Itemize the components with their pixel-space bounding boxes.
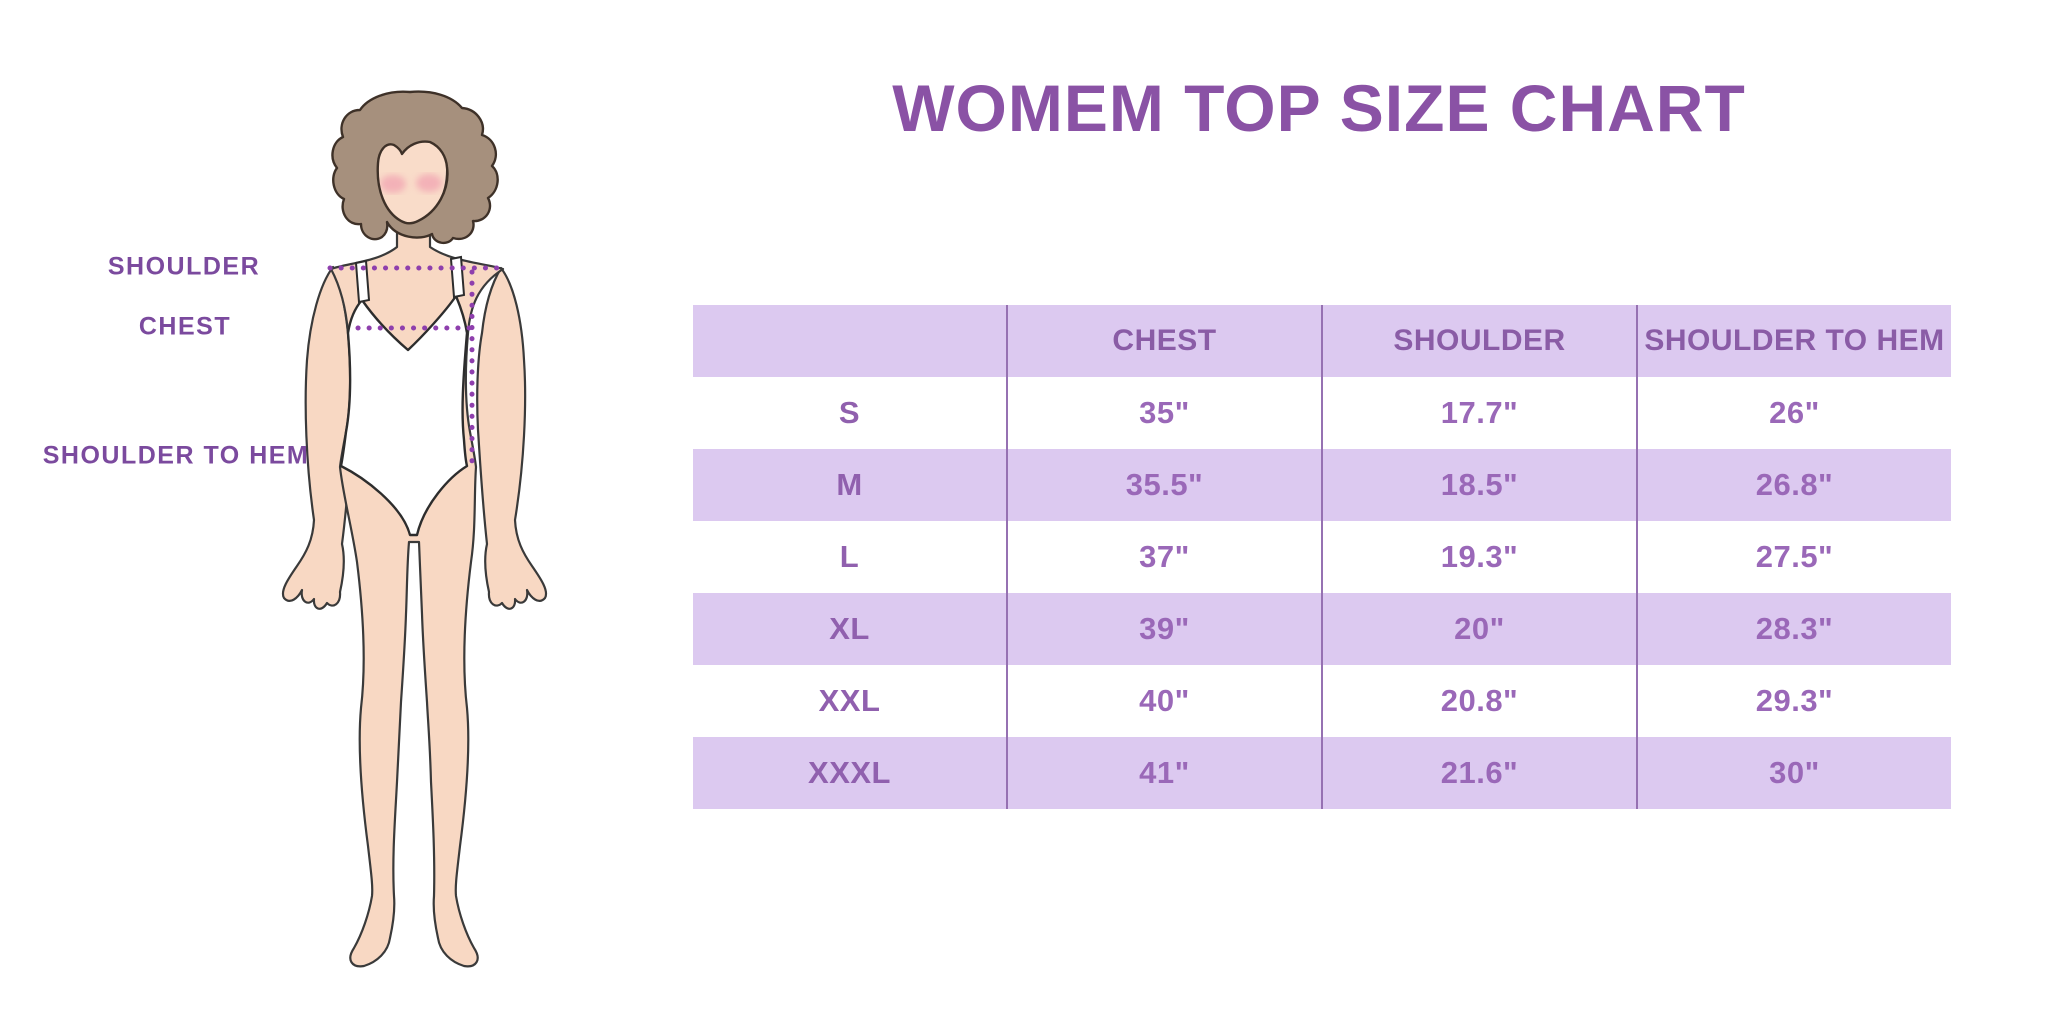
header-cell-empty (693, 305, 1007, 377)
right-strap (449, 255, 466, 299)
table-row-m: M 35.5" 18.5" 26.8" (693, 449, 1951, 521)
table-row-l: L 37" 19.3" 27.5" (693, 521, 1951, 593)
figure-arms (281, 265, 548, 610)
shoulder-value: 18.5" (1321, 449, 1637, 521)
chest-value: 35" (1006, 377, 1322, 449)
size-label: XXXL (693, 737, 1007, 809)
woman-measurement-figure (281, 90, 548, 968)
table-row-s: S 35" 17.7" 26" (693, 377, 1951, 449)
size-table: CHEST SHOULDER SHOULDER TO HEM S 35" 17.… (693, 305, 1951, 809)
shoulder-value: 19.3" (1321, 521, 1637, 593)
left-arm (281, 265, 354, 610)
shoulder-to-hem-value: 29.3" (1636, 665, 1951, 737)
page-title: WOMEM TOP SIZE CHART (892, 71, 1746, 145)
header-cell-shoulder-to-hem: SHOULDER TO HEM (1636, 305, 1951, 377)
table-row-xl: XL 39" 20" 28.3" (693, 593, 1951, 665)
header-cell-chest: CHEST (1006, 305, 1322, 377)
table-row-xxxl: XXXL 41" 21.6" 30" (693, 737, 1951, 809)
right-blush (416, 174, 442, 192)
bodysuit (339, 294, 469, 537)
chest-value: 41" (1006, 737, 1322, 809)
table-header-row: CHEST SHOULDER SHOULDER TO HEM (693, 305, 1951, 377)
chest-value: 39" (1006, 593, 1322, 665)
measurement-lines (327, 265, 509, 465)
shoulder-to-hem-value: 28.3" (1636, 593, 1951, 665)
chest-label: CHEST (138, 312, 232, 341)
shoulder-value: 21.6" (1321, 737, 1637, 809)
size-label: S (838, 395, 861, 430)
left-strap (354, 259, 371, 304)
figure-hair (331, 90, 499, 245)
shoulder-to-hem-value: 30" (1636, 737, 1951, 809)
chest-value: 35.5" (1006, 449, 1322, 521)
size-label: M (693, 449, 1007, 521)
shoulder-value: 20" (1321, 593, 1637, 665)
shoulder-label: SHOULDER (107, 252, 261, 281)
chest-value: 40" (1006, 665, 1322, 737)
size-label: L (839, 539, 860, 574)
right-arm (476, 266, 548, 610)
size-label: XL (693, 593, 1007, 665)
figure-blush (380, 174, 442, 193)
size-label: XXL (818, 683, 881, 718)
shoulder-to-hem-label: SHOULDER TO HEM (42, 441, 310, 470)
shoulder-value: 20.8" (1321, 665, 1637, 737)
shoulder-to-hem-value: 26.8" (1636, 449, 1951, 521)
table-row-xxl: XXL 40" 20.8" 29.3" (693, 665, 1951, 737)
header-cell-shoulder: SHOULDER (1321, 305, 1637, 377)
shoulder-to-hem-value: 26" (1636, 377, 1951, 449)
left-blush (380, 175, 406, 193)
shoulder-to-hem-value: 27.5" (1636, 521, 1951, 593)
chest-value: 37" (1006, 521, 1322, 593)
shoulder-value: 17.7" (1321, 377, 1637, 449)
